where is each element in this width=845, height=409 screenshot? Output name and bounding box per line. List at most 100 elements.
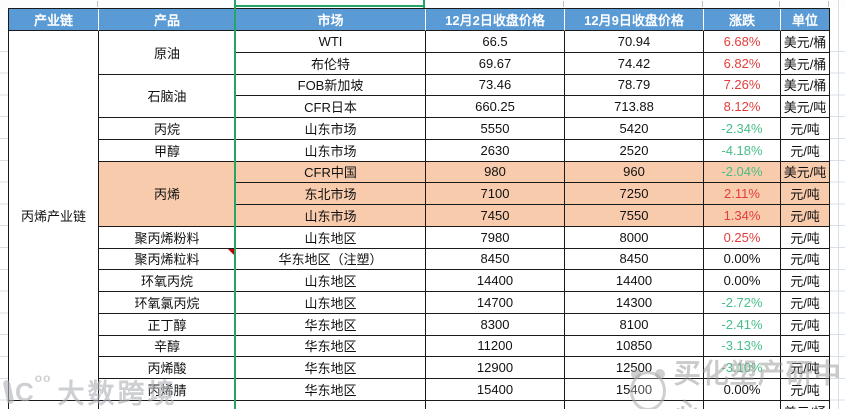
cell-product[interactable]: 石脑油: [99, 74, 236, 118]
cell-price-dec9[interactable]: 8450: [565, 248, 704, 271]
header-chain[interactable]: 产业链: [9, 9, 99, 31]
cell-change[interactable]: [704, 400, 781, 409]
cell-price-dec2[interactable]: 7450: [426, 205, 565, 227]
cell-price-dec9[interactable]: 960: [565, 161, 704, 184]
cell-market[interactable]: 布伦特: [236, 52, 426, 75]
header-price-dec2[interactable]: 12月2日收盘价格: [426, 9, 565, 31]
cell-change[interactable]: -2.72%: [704, 292, 781, 314]
cell-price-dec9[interactable]: 14300: [565, 292, 704, 314]
cell-unit[interactable]: 元/吨: [781, 205, 830, 227]
cell-price-dec2[interactable]: 7100: [426, 183, 565, 205]
cell-price-dec9[interactable]: 78.79: [565, 74, 704, 97]
cell-unit[interactable]: 元/吨: [781, 379, 830, 401]
cell-change[interactable]: 2.11%: [704, 183, 781, 205]
cell-unit[interactable]: 美元/桶: [781, 400, 830, 409]
cell-market[interactable]: 东北市场: [236, 183, 426, 205]
cell-unit[interactable]: 元/吨: [781, 183, 830, 205]
cell-change[interactable]: -3.10%: [704, 357, 781, 379]
cell-price-dec2[interactable]: 14700: [426, 292, 565, 314]
cell-product[interactable]: 丙烯: [99, 161, 236, 227]
header-price-dec9[interactable]: 12月9日收盘价格: [565, 9, 704, 31]
cell-price-dec9[interactable]: 7250: [565, 183, 704, 205]
cell-market[interactable]: 山东市场: [236, 118, 426, 140]
cell-price-dec2[interactable]: 14400: [426, 270, 565, 292]
cell-unit[interactable]: 美元/桶: [781, 74, 830, 97]
cell-price-dec9[interactable]: 12500: [565, 357, 704, 379]
cell-price-dec9[interactable]: 8000: [565, 226, 704, 249]
cell-market[interactable]: 华东地区: [236, 335, 426, 358]
cell-market[interactable]: 华东地区: [236, 313, 426, 336]
cell-product[interactable]: 甲醇: [99, 139, 236, 162]
cell-price-dec2[interactable]: 980: [426, 161, 565, 184]
cell-price-dec2[interactable]: 69.67: [426, 52, 565, 75]
cell-product[interactable]: 聚丙烯粒料: [99, 248, 236, 271]
cell-price-dec9[interactable]: 10850: [565, 335, 704, 358]
cell-unit[interactable]: 元/吨: [781, 270, 830, 292]
cell-price-dec2[interactable]: 8300: [426, 313, 565, 336]
cell-market[interactable]: 山东地区: [236, 226, 426, 249]
cell-price-dec2[interactable]: 73.46: [426, 74, 565, 97]
cell-unit[interactable]: 美元/桶: [781, 31, 830, 53]
cell-change[interactable]: 0.00%: [704, 270, 781, 292]
cell-price-dec2[interactable]: 7980: [426, 226, 565, 249]
cell-chain[interactable]: 丙烯产业链: [9, 31, 99, 401]
cell-price-dec2[interactable]: 2630: [426, 139, 565, 162]
cell-product[interactable]: [99, 400, 236, 409]
cell-product[interactable]: 环氧丙烷: [99, 270, 236, 292]
cell-price-dec9[interactable]: 5420: [565, 118, 704, 140]
cell-product[interactable]: 丙烯腈: [99, 379, 236, 401]
cell-unit[interactable]: 元/吨: [781, 357, 830, 379]
cell-change[interactable]: 1.34%: [704, 205, 781, 227]
cell-market[interactable]: WTI: [236, 31, 426, 53]
cell-price-dec2[interactable]: 15400: [426, 379, 565, 401]
cell-change[interactable]: 6.82%: [704, 52, 781, 75]
cell-unit[interactable]: 美元/吨: [781, 161, 830, 184]
cell-price-dec9[interactable]: 713.88: [565, 96, 704, 118]
cell-change[interactable]: 7.26%: [704, 74, 781, 97]
cell-price-dec9[interactable]: 8100: [565, 313, 704, 336]
cell-chain[interactable]: [9, 400, 99, 409]
cell-unit[interactable]: 美元/吨: [781, 96, 830, 118]
cell-price-dec9[interactable]: 15400: [565, 379, 704, 401]
cell-price-dec2[interactable]: 66.5: [426, 31, 565, 53]
cell-unit[interactable]: 元/吨: [781, 335, 830, 358]
header-change[interactable]: 涨跌: [704, 9, 781, 31]
cell-market[interactable]: 山东市场: [236, 139, 426, 162]
cell-unit[interactable]: 元/吨: [781, 139, 830, 162]
cell-unit[interactable]: 元/吨: [781, 226, 830, 249]
cell-price-dec9[interactable]: 14400: [565, 270, 704, 292]
cell-price-dec9[interactable]: 74.42: [565, 52, 704, 75]
cell-price-dec9[interactable]: 2520: [565, 139, 704, 162]
cell-market[interactable]: FOB新加坡: [236, 74, 426, 97]
cell-market[interactable]: CFR日本: [236, 96, 426, 118]
cell-change[interactable]: -3.13%: [704, 335, 781, 358]
cell-product[interactable]: 辛醇: [99, 335, 236, 358]
cell-price-dec2[interactable]: 8450: [426, 248, 565, 271]
cell-product[interactable]: 丙烯酸: [99, 357, 236, 379]
cell-change[interactable]: -2.41%: [704, 313, 781, 336]
cell-market[interactable]: 华东地区（注塑）: [236, 248, 426, 271]
cell-product[interactable]: 正丁醇: [99, 313, 236, 336]
cell-price-dec2[interactable]: 11200: [426, 335, 565, 358]
cell-market[interactable]: 华东地区: [236, 357, 426, 379]
cell-product[interactable]: 聚丙烯粉料: [99, 226, 236, 249]
cell-market[interactable]: 山东市场: [236, 205, 426, 227]
cell-price-dec9[interactable]: [565, 400, 704, 409]
header-product[interactable]: 产品: [99, 9, 236, 31]
cell-unit[interactable]: 元/吨: [781, 313, 830, 336]
cell-change[interactable]: 0.00%: [704, 248, 781, 271]
cell-unit[interactable]: 元/吨: [781, 292, 830, 314]
cell-price-dec2[interactable]: [426, 400, 565, 409]
cell-change[interactable]: 8.12%: [704, 96, 781, 118]
cell-product[interactable]: 原油: [99, 31, 236, 75]
cell-market[interactable]: 山东地区: [236, 270, 426, 292]
cell-change[interactable]: 6.68%: [704, 31, 781, 53]
cell-change[interactable]: -2.34%: [704, 118, 781, 140]
cell-change[interactable]: -4.18%: [704, 139, 781, 162]
header-market[interactable]: 市场: [236, 9, 426, 31]
cell-unit[interactable]: 元/吨: [781, 248, 830, 271]
cell-price-dec9[interactable]: 7550: [565, 205, 704, 227]
cell-market[interactable]: 山东地区: [236, 292, 426, 314]
cell-unit[interactable]: 美元/桶: [781, 52, 830, 75]
cell-product[interactable]: 丙烷: [99, 118, 236, 140]
